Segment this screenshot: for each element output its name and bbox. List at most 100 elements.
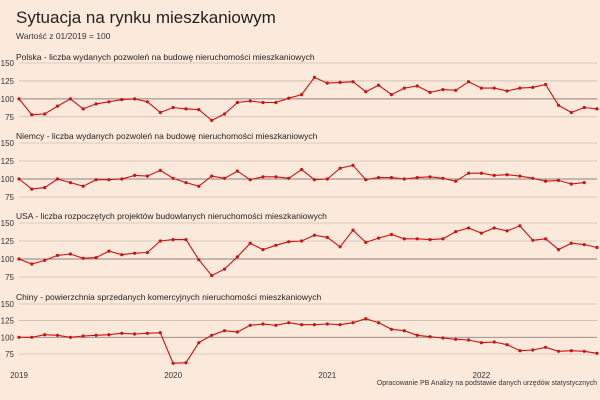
ytick-label-3-125: 125 <box>1 317 15 326</box>
data-point-0-19 <box>261 100 265 105</box>
data-point-2-4 <box>68 252 72 256</box>
ytick-label-1-125: 125 <box>1 157 15 166</box>
data-point-1-1 <box>30 187 34 191</box>
data-point-1-15 <box>210 174 214 178</box>
data-point-2-42 <box>556 248 561 252</box>
ytick-label-1-75: 75 <box>5 193 14 202</box>
data-point-2-7 <box>107 249 111 253</box>
data-point-0-25 <box>338 80 342 84</box>
data-point-1-22 <box>300 168 304 172</box>
data-point-0-36 <box>479 86 483 90</box>
data-point-2-36 <box>479 231 483 235</box>
data-point-1-42 <box>556 178 561 182</box>
data-point-2-32 <box>428 238 432 242</box>
panel-title-2: USA - liczba rozpoczętych projektów budo… <box>16 211 327 221</box>
data-point-2-34 <box>454 230 458 234</box>
data-point-0-2 <box>43 112 47 116</box>
data-point-3-6 <box>94 333 98 337</box>
data-point-3-23 <box>312 323 316 327</box>
data-point-2-0 <box>17 257 21 261</box>
data-point-2-19 <box>261 248 265 252</box>
data-point-2-6 <box>94 256 98 260</box>
data-point-1-6 <box>94 178 98 182</box>
ytick-label-1-150: 150 <box>1 139 15 148</box>
data-point-1-37 <box>492 173 496 177</box>
data-point-3-4 <box>68 335 72 339</box>
data-point-0-33 <box>441 88 445 92</box>
data-point-3-33 <box>441 336 445 340</box>
data-point-1-8 <box>120 177 124 181</box>
data-point-3-17 <box>235 330 239 334</box>
data-point-1-3 <box>55 177 60 181</box>
data-point-3-30 <box>402 329 406 333</box>
ytick-label-3-75: 75 <box>5 350 14 359</box>
data-point-2-39 <box>518 224 522 228</box>
xtick-label-2022: 2022 <box>473 371 491 380</box>
data-point-0-30 <box>402 86 406 90</box>
data-point-1-33 <box>441 176 445 180</box>
data-point-1-18 <box>248 178 252 182</box>
data-point-0-34 <box>454 88 458 92</box>
data-point-3-18 <box>248 323 252 327</box>
data-point-3-19 <box>261 322 265 326</box>
series-line-2 <box>18 225 598 277</box>
data-point-2-33 <box>441 237 445 241</box>
data-point-3-45 <box>595 351 599 355</box>
data-point-0-5 <box>81 107 85 111</box>
data-point-1-9 <box>133 173 137 177</box>
data-point-3-24 <box>325 322 329 326</box>
data-point-3-1 <box>30 335 34 339</box>
data-point-2-20 <box>274 243 278 247</box>
data-point-2-41 <box>544 237 548 241</box>
data-point-3-11 <box>158 331 162 335</box>
data-point-3-38 <box>505 343 509 347</box>
data-point-2-16 <box>222 267 227 271</box>
data-point-2-30 <box>402 237 406 241</box>
data-point-3-34 <box>454 337 458 341</box>
data-point-1-7 <box>107 178 111 182</box>
data-point-1-0 <box>17 177 21 181</box>
ytick-label-1-100: 100 <box>1 175 15 184</box>
ytick-label-2-100: 100 <box>1 255 15 264</box>
data-point-0-16 <box>222 112 227 116</box>
data-point-2-24 <box>325 235 329 239</box>
data-point-2-3 <box>55 253 60 257</box>
xtick-label-2020: 2020 <box>164 371 182 380</box>
data-point-3-42 <box>556 349 561 353</box>
data-point-2-10 <box>145 250 149 255</box>
data-point-3-13 <box>184 361 188 365</box>
data-point-1-40 <box>531 176 535 180</box>
data-point-2-13 <box>184 238 188 242</box>
data-point-2-35 <box>467 226 471 230</box>
data-point-3-10 <box>145 331 149 335</box>
data-point-0-32 <box>428 90 432 94</box>
data-point-1-35 <box>467 171 471 175</box>
data-point-2-5 <box>81 256 85 260</box>
ytick-label-2-125: 125 <box>1 237 15 246</box>
data-point-3-14 <box>197 341 201 345</box>
data-point-0-43 <box>569 110 573 115</box>
data-point-0-8 <box>120 98 124 102</box>
series-line-3 <box>19 318 598 364</box>
data-point-1-26 <box>351 163 355 167</box>
data-point-0-42 <box>556 103 561 107</box>
data-point-2-29 <box>389 232 394 237</box>
data-point-2-12 <box>171 238 175 242</box>
data-point-1-24 <box>325 177 329 181</box>
ytick-label-2-75: 75 <box>5 273 14 282</box>
data-point-1-23 <box>312 178 316 182</box>
data-point-0-11 <box>158 110 162 115</box>
data-point-0-21 <box>287 96 291 100</box>
data-point-0-26 <box>351 80 355 84</box>
data-point-3-40 <box>531 348 535 352</box>
data-point-1-41 <box>544 179 548 183</box>
ytick-label-3-100: 100 <box>1 333 15 342</box>
data-point-3-28 <box>377 321 381 325</box>
data-point-1-12 <box>171 176 175 180</box>
data-point-2-43 <box>569 241 573 245</box>
data-point-0-7 <box>107 100 111 104</box>
data-point-1-29 <box>389 176 394 180</box>
data-point-0-38 <box>505 89 509 93</box>
source-note: Opracowanie PB Analizy na podstawie dany… <box>376 380 597 387</box>
